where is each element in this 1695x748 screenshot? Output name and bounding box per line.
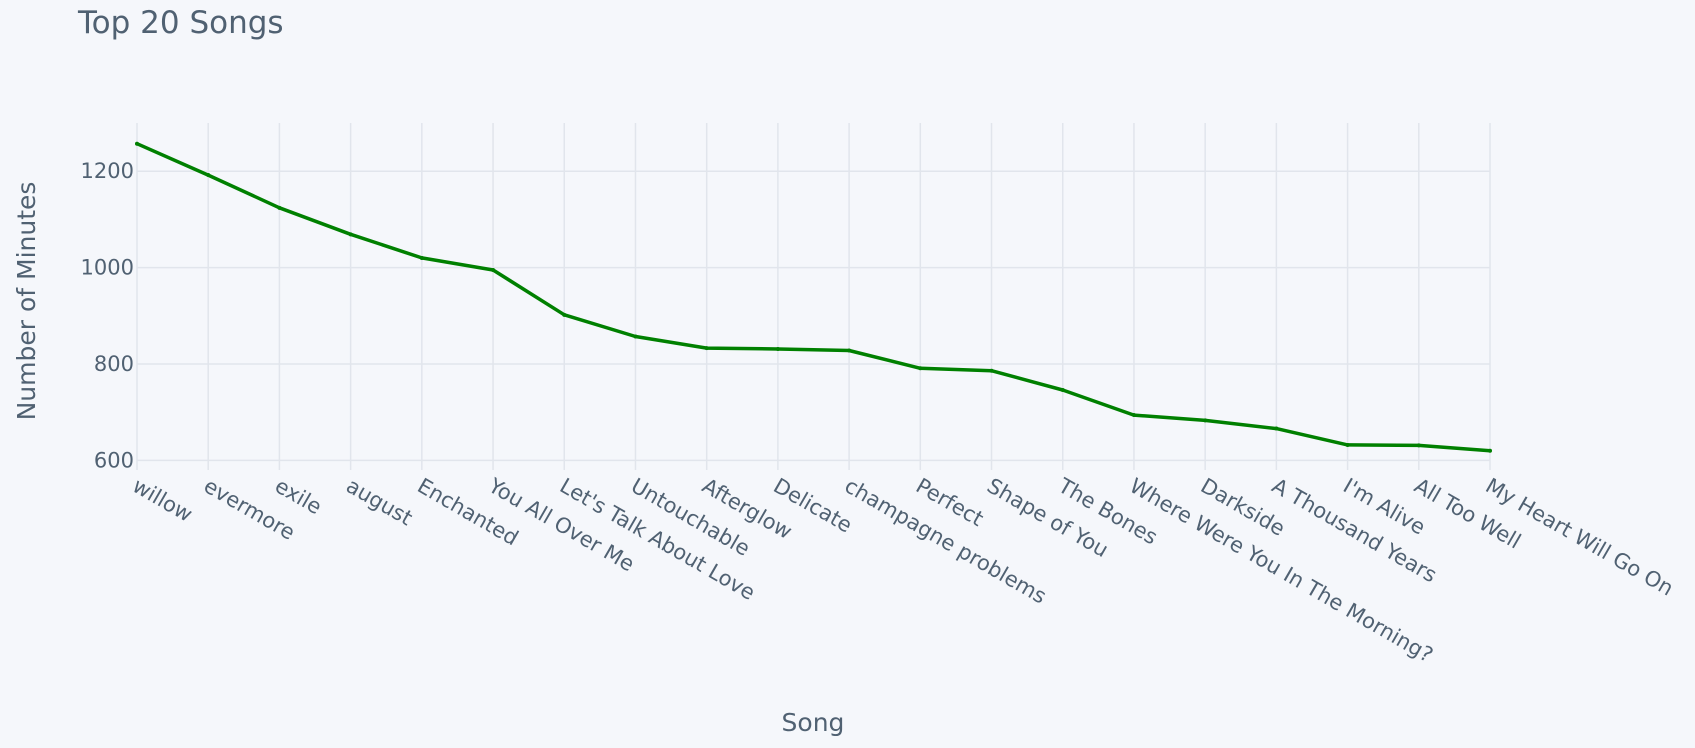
data-point [135,141,139,146]
data-point [704,346,709,351]
data-point [277,205,282,210]
data-point [847,348,852,353]
chart-title: Top 20 Songs [77,5,284,41]
data-point [1203,418,1208,423]
data-point [419,255,424,260]
data-point [775,347,780,352]
y-tick-label: 1200 [81,159,134,183]
x-axis-title: Song [782,708,845,737]
data-point [491,267,496,272]
series-layer [135,141,1492,453]
data-point [348,232,353,237]
y-tick-label: 1000 [81,256,134,280]
data-point [918,366,923,371]
data-point [1345,442,1350,447]
data-point [206,173,211,178]
gridlines [136,123,1491,470]
y-axis-title: Number of Minutes [12,182,41,421]
data-point [633,334,638,339]
y-tick-label: 600 [94,448,134,472]
data-point [989,368,994,373]
data-point [1131,413,1136,418]
y-axis-ticks: 600 800 1000 1200 [81,159,134,472]
series-line [135,141,1492,453]
x-tick-label: willow [129,474,197,527]
y-tick-label: 800 [94,352,134,376]
data-point [562,312,567,317]
data-point [1416,443,1421,448]
x-tick-label: august [342,474,416,531]
data-point [1488,448,1492,453]
x-tick-label: Shape of You [983,474,1112,563]
data-point [1274,426,1279,431]
data-point [1060,387,1065,392]
